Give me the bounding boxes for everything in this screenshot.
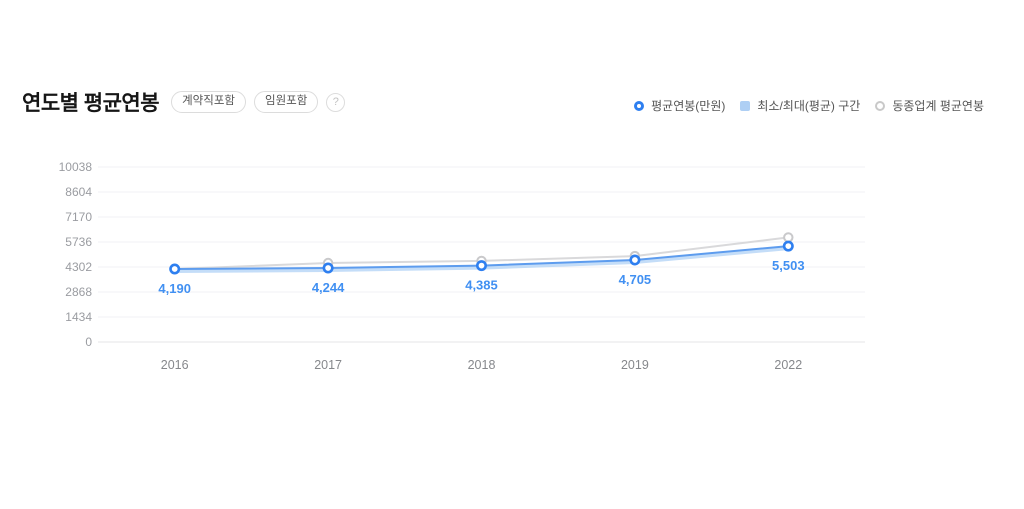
x-axis-tick-label: 2022 xyxy=(774,358,802,372)
chart-header: 연도별 평균연봉 계약직포함 임원포함 ? xyxy=(22,88,346,116)
y-axis-tick-label: 5736 xyxy=(65,235,92,249)
legend-item-industry-average[interactable]: 동종업계 평균연봉 xyxy=(875,97,984,114)
y-axis-tick-label: 4302 xyxy=(65,260,92,274)
y-axis-tick-label: 7170 xyxy=(65,210,92,224)
x-axis-tick-label: 2018 xyxy=(468,358,496,372)
badge-contract-included: 계약직포함 xyxy=(171,90,246,114)
ring-marker-icon xyxy=(634,100,645,111)
data-point-label: 5,503 xyxy=(772,258,805,273)
y-axis-tick-label: 2868 xyxy=(65,285,92,299)
y-axis-tick-label: 8604 xyxy=(65,185,92,199)
page-title: 연도별 평균연봉 xyxy=(22,92,160,115)
y-axis-tick-label: 10038 xyxy=(59,160,93,174)
legend-item-average-salary[interactable]: 평균연봉(만원) xyxy=(634,97,725,114)
legend-label: 동종업계 평균연봉 xyxy=(892,99,984,113)
legend-label: 최소/최대(평균) 구간 xyxy=(757,99,861,113)
data-point-label: 4,190 xyxy=(158,281,191,296)
average-data-point-2018[interactable] xyxy=(475,260,487,272)
square-marker-icon xyxy=(740,100,751,111)
average-data-point-2019[interactable] xyxy=(629,254,641,266)
x-axis-tick-label: 2016 xyxy=(161,358,189,372)
legend-label: 평균연봉(만원) xyxy=(651,99,726,113)
average-data-point-2022[interactable] xyxy=(782,240,794,252)
badge-executive-included: 임원포함 xyxy=(253,90,319,114)
legend-item-minmax-range[interactable]: 최소/최대(평균) 구간 xyxy=(740,97,860,114)
line-chart: 0 1434 2868 4302 5736 7170 8604 10038 4,190 4,244… xyxy=(59,160,865,372)
data-point-label: 4,244 xyxy=(312,280,345,295)
y-axis-tick-label: 1434 xyxy=(65,310,92,324)
average-data-point-2017[interactable] xyxy=(322,262,334,274)
x-axis-tick-label: 2017 xyxy=(314,358,342,372)
industry-data-point-2022[interactable] xyxy=(783,232,794,243)
average-data-point-2016[interactable] xyxy=(169,263,181,275)
data-point-label: 4,705 xyxy=(619,272,652,287)
data-point-label: 4,385 xyxy=(465,278,498,293)
help-icon[interactable]: ? xyxy=(326,92,346,112)
ring-marker-icon xyxy=(875,100,886,111)
x-axis-tick-label: 2019 xyxy=(621,358,649,372)
y-axis-tick-label: 0 xyxy=(85,335,92,349)
chart-legend: 평균연봉(만원) 최소/최대(평균) 구간 동종업계 평균연봉 xyxy=(634,97,984,114)
